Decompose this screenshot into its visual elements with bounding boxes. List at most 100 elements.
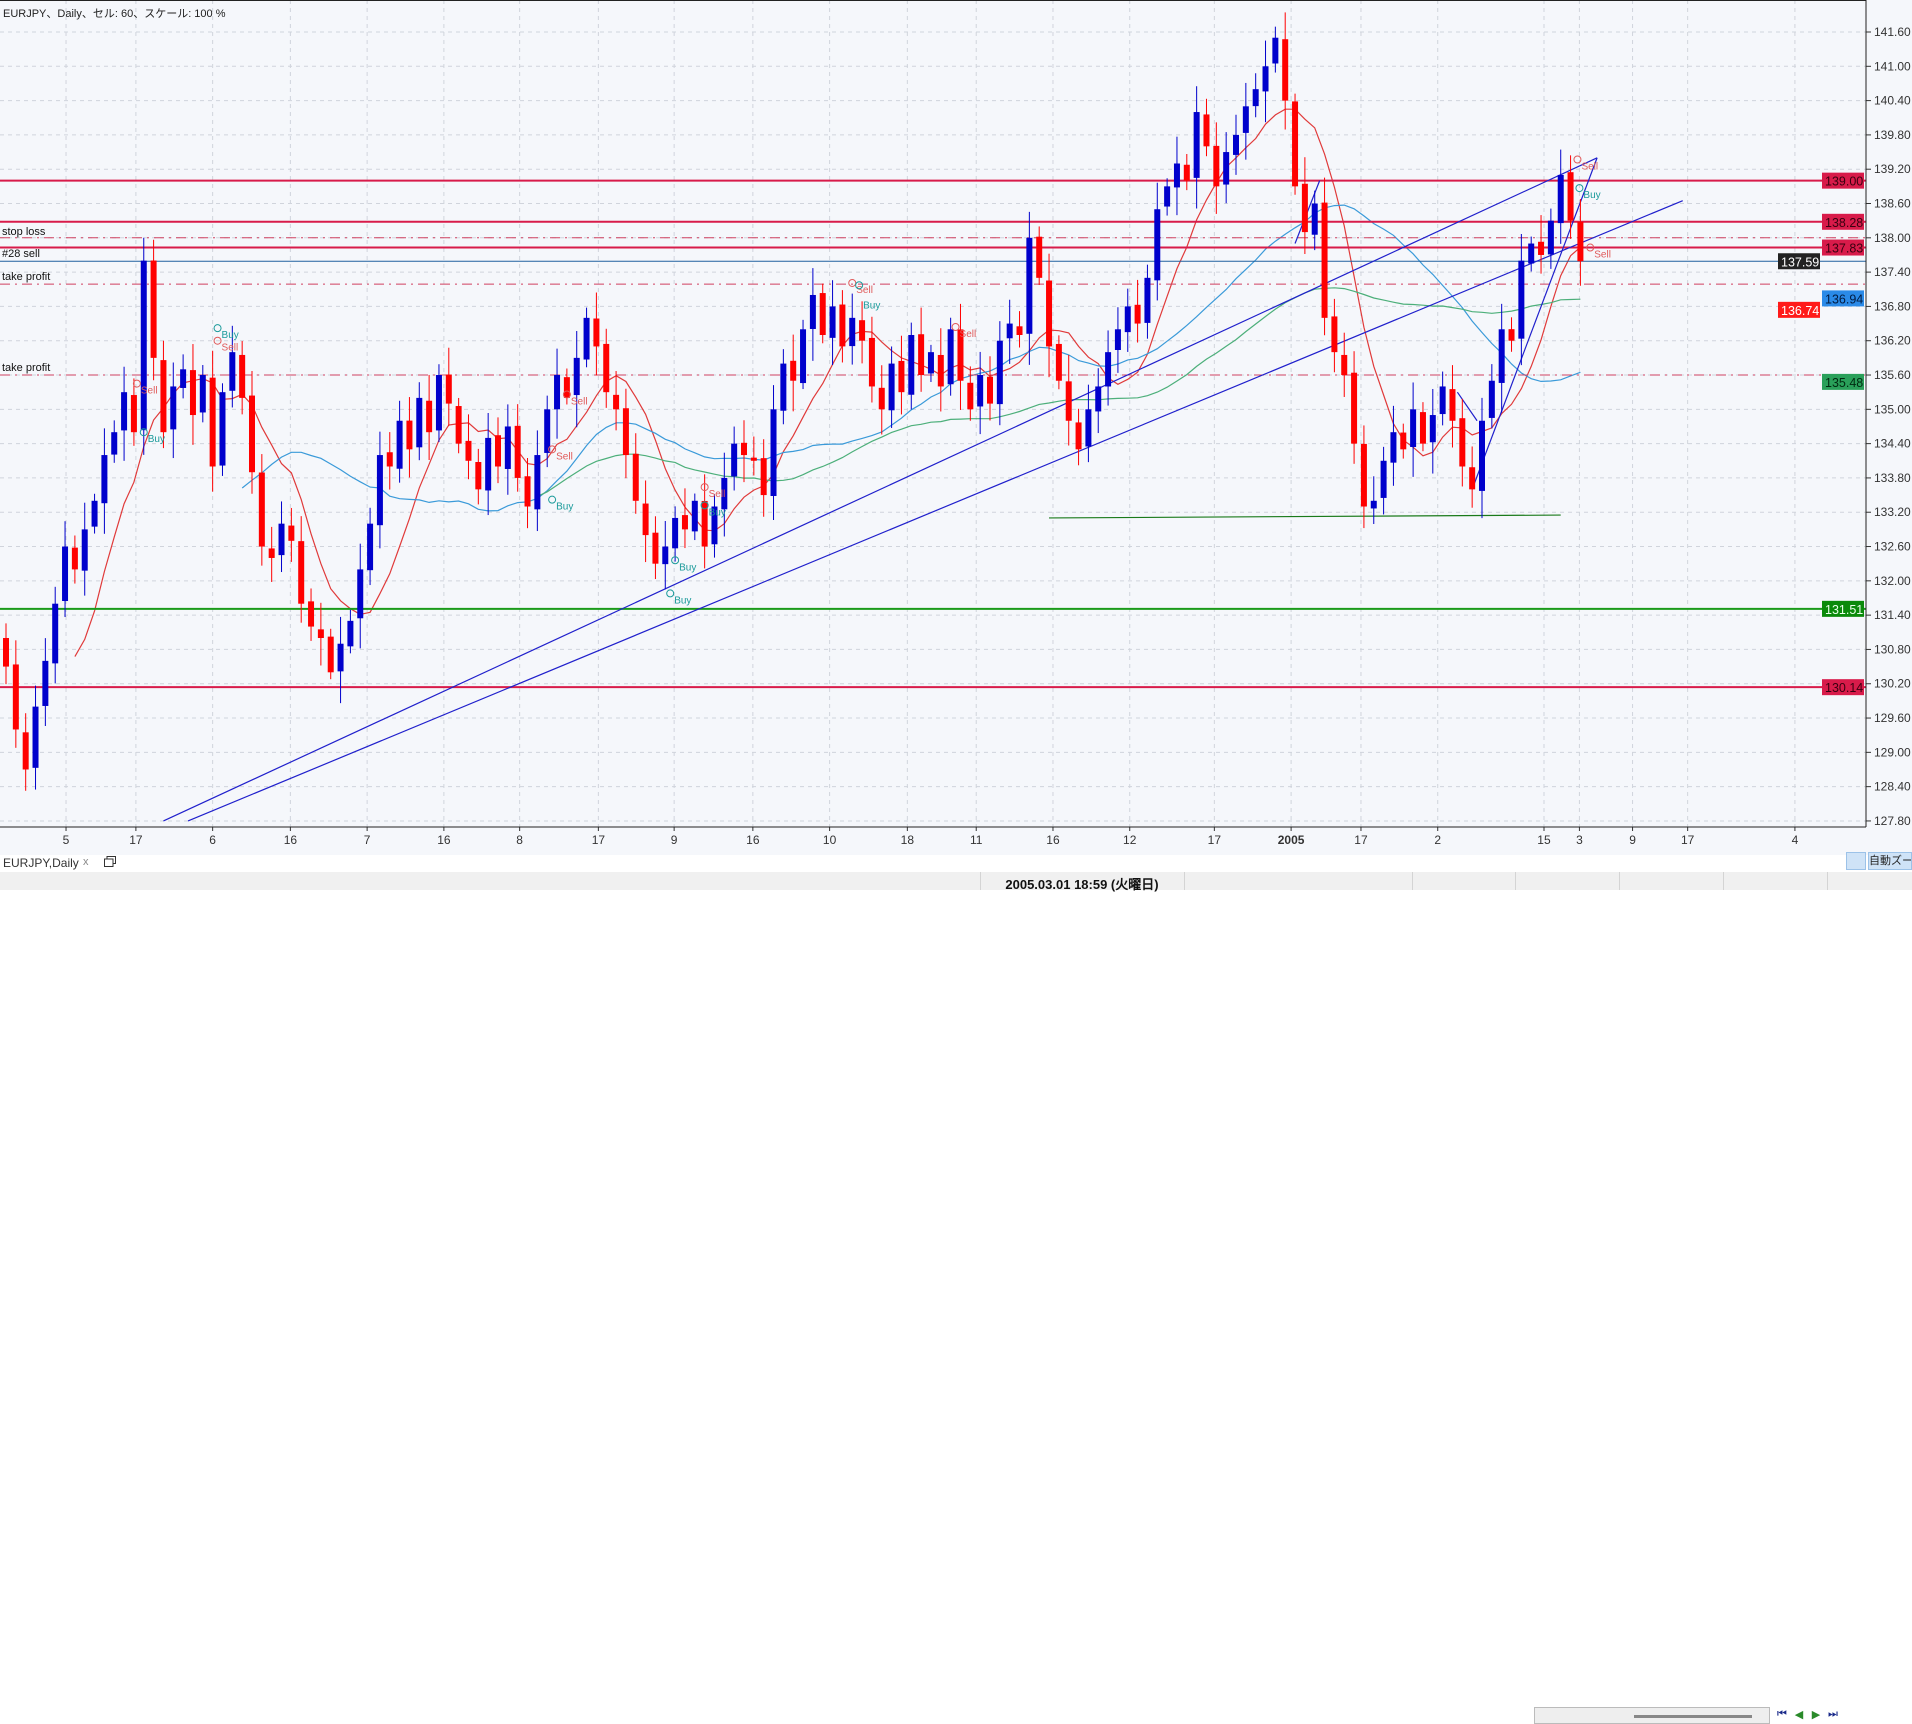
candle <box>435 364 442 443</box>
candle <box>1380 446 1387 515</box>
candle <box>1360 425 1367 529</box>
trade-marker-label: Buy <box>556 502 573 513</box>
candle-body <box>258 472 265 547</box>
status-divider <box>1619 872 1620 890</box>
autozoom-button[interactable]: 自動ズーム <box>1868 852 1912 870</box>
candle <box>465 414 472 480</box>
candle <box>967 366 974 421</box>
price-chart[interactable]: Sell Buy Buy Sell Sell Sell Buy Sell Buy Buy Buy Se… <box>0 0 1912 855</box>
candle <box>603 328 610 408</box>
candle <box>1429 388 1436 474</box>
candle <box>1282 12 1289 130</box>
candle <box>1095 368 1102 434</box>
candle <box>111 420 118 463</box>
candle <box>91 493 98 534</box>
candle-body <box>1144 277 1151 323</box>
candle-body <box>1055 343 1062 381</box>
candle <box>573 331 580 428</box>
candle <box>121 366 128 461</box>
trade-marker-buy-icon <box>1575 184 1584 193</box>
last-bar-button[interactable]: ⏭ <box>1828 1708 1838 1720</box>
chart-scrollbar[interactable] <box>1534 1707 1770 1724</box>
trade-marker-buy-icon <box>548 495 557 504</box>
price-tag-support-red: 130.14 <box>1825 681 1863 695</box>
candle <box>819 283 826 344</box>
candle-body <box>140 260 147 431</box>
candle-body <box>1469 467 1476 490</box>
trendline <box>1456 391 1478 422</box>
first-bar-button[interactable]: ⏮ <box>1777 1708 1787 1720</box>
candle-body <box>239 354 246 398</box>
trade-marker-sell-icon <box>562 390 571 399</box>
candle-body <box>1016 326 1023 336</box>
moving-average-fast <box>74 108 1581 657</box>
candle-body <box>1026 237 1033 334</box>
ma-price-tag-bg <box>1822 290 1864 307</box>
candle-body <box>1193 112 1200 178</box>
candle-body <box>888 363 895 411</box>
candle-body <box>731 443 738 477</box>
candle <box>524 457 531 529</box>
prev-bar-button[interactable]: ◀ <box>1794 1709 1804 1721</box>
trade-marker-label: Sell <box>141 386 158 397</box>
candle-body <box>435 375 442 431</box>
chart-area[interactable]: Sell Buy Buy Sell Sell Sell Buy Sell Buy Buy Buy Se… <box>0 0 1912 855</box>
candle-body <box>1223 152 1230 185</box>
next-bar-button[interactable]: ▶ <box>1811 1709 1821 1721</box>
candle-body <box>288 525 295 541</box>
candle <box>1292 93 1299 195</box>
take-profit-label-2: take profit <box>2 362 51 374</box>
candle-body <box>495 435 501 467</box>
window-icon[interactable] <box>104 856 116 867</box>
candle-body <box>839 304 846 347</box>
candle <box>721 452 728 537</box>
y-tick-label: 141.60 <box>1874 25 1911 39</box>
candle <box>790 334 797 412</box>
candle <box>691 493 698 541</box>
candle-body <box>514 425 521 478</box>
candle <box>150 239 157 381</box>
status-datetime: 2005.03.01 18:59 (火曜日) <box>1005 877 1159 892</box>
candle-body <box>1173 163 1180 188</box>
candle-body <box>52 603 59 664</box>
candle <box>1567 155 1574 239</box>
candle-body <box>977 375 984 407</box>
trade-marker-sell-icon <box>548 445 557 454</box>
candle-body <box>1419 412 1426 444</box>
candle <box>1016 311 1023 348</box>
candle <box>268 526 275 582</box>
candle <box>593 292 600 376</box>
candle-body <box>1154 209 1161 281</box>
trade-marker-label: Buy <box>222 330 239 341</box>
candle-body <box>416 397 423 448</box>
candle-body <box>1321 202 1328 318</box>
candle-body <box>1429 415 1436 443</box>
x-tick-label: 10 <box>823 833 837 847</box>
candle-body <box>327 636 334 673</box>
trade-marker-label: Sell <box>556 451 573 462</box>
candle-body <box>485 437 492 491</box>
chart-tab[interactable]: EURJPY,Daily <box>3 856 79 870</box>
y-tick-label: 131.40 <box>1874 608 1911 622</box>
x-tick-label: 11 <box>970 833 983 847</box>
candle <box>1006 299 1013 364</box>
trade-marker-sell-icon <box>1586 243 1595 252</box>
candle <box>1518 233 1525 366</box>
candle-body <box>849 317 856 347</box>
scroll-thumb[interactable] <box>1634 1715 1752 1718</box>
autozoom-icon[interactable] <box>1846 852 1866 870</box>
candle <box>1105 330 1112 406</box>
candle <box>1351 351 1358 464</box>
candle-body <box>1518 260 1525 339</box>
candle-body <box>1341 354 1348 376</box>
candle <box>1331 298 1338 373</box>
candle <box>32 685 39 790</box>
status-divider <box>1412 872 1413 890</box>
candle <box>1124 288 1131 352</box>
candle-body <box>62 546 69 602</box>
candle-body <box>583 317 590 360</box>
candle-body <box>1085 409 1092 447</box>
candle-body <box>662 546 669 565</box>
close-tab-icon[interactable]: x <box>83 856 89 868</box>
candle-body <box>357 569 364 619</box>
